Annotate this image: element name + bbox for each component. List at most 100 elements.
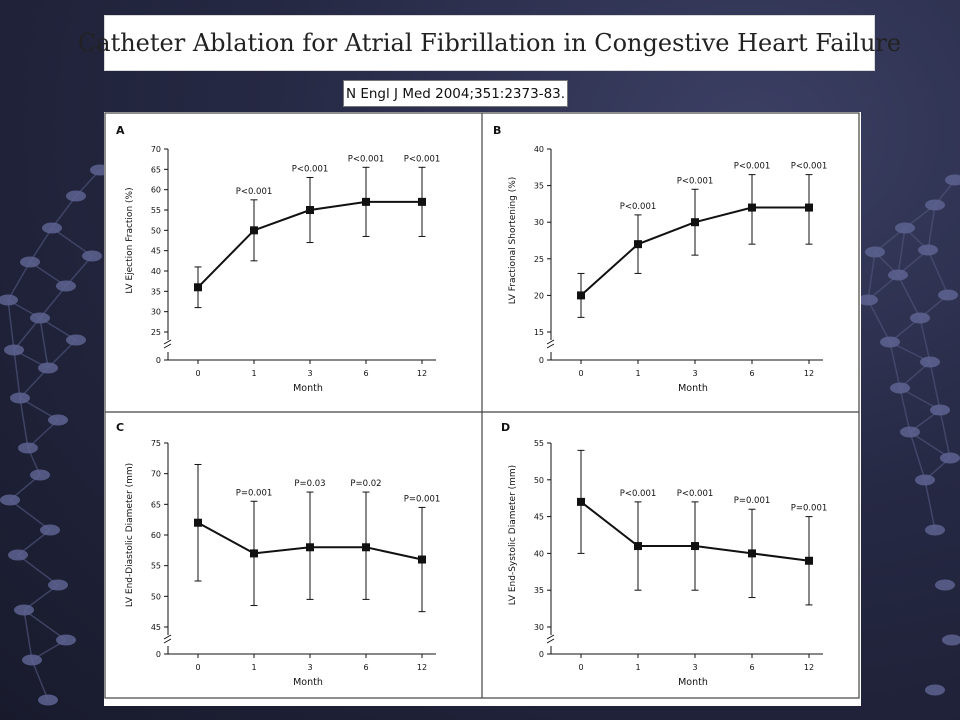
axis-break-mark (163, 339, 172, 345)
axis-break-mark (163, 343, 172, 349)
data-point (194, 283, 202, 292)
y-tick-label-zero: 0 (539, 650, 544, 659)
p-value-label: P<0.001 (734, 162, 771, 172)
data-point (250, 226, 258, 235)
network-link (19, 367, 49, 399)
data-point (362, 197, 370, 206)
network-node (930, 404, 950, 416)
data-point (634, 542, 642, 551)
data-point (194, 518, 202, 527)
network-link (927, 249, 949, 296)
p-value-label: P=0.001 (791, 504, 828, 514)
y-tick-label: 45 (151, 247, 161, 256)
network-link (909, 431, 926, 481)
p-value-label: P<0.001 (236, 187, 273, 197)
network-node (38, 694, 58, 706)
y-tick-label: 20 (534, 291, 544, 300)
network-link (23, 609, 67, 641)
axis-break-mark (546, 638, 555, 644)
x-tick-label: 1 (251, 663, 256, 672)
network-node (0, 294, 18, 306)
network-link (897, 274, 921, 319)
network-link (939, 409, 951, 459)
data-point (748, 549, 756, 558)
y-tick-label: 30 (534, 218, 544, 227)
y-tick-label: 65 (151, 165, 161, 174)
network-node (18, 442, 38, 454)
network-link (29, 227, 53, 263)
p-value-label: P<0.001 (292, 164, 329, 174)
x-tick-label: 0 (195, 369, 200, 378)
data-point (306, 206, 314, 214)
data-point (362, 543, 370, 552)
network-link (31, 659, 49, 701)
network-link (897, 227, 906, 276)
y-tick-label: 75 (151, 439, 161, 448)
network-node (66, 190, 86, 202)
network-node (20, 256, 40, 268)
data-point (805, 203, 813, 212)
y-tick-label: 60 (151, 186, 161, 195)
y-tick-label: 40 (534, 549, 544, 558)
network-link (9, 499, 51, 531)
x-tick-label: 0 (195, 663, 200, 672)
y-tick-label: 45 (534, 513, 544, 522)
network-node (56, 280, 76, 292)
network-node (38, 362, 58, 374)
network-link (7, 261, 31, 301)
y-tick-label: 25 (534, 255, 544, 264)
y-axis-label: LV End-Systolic Diameter (mm) (508, 465, 518, 605)
y-tick-label: 65 (151, 500, 161, 509)
network-link (51, 195, 77, 229)
slide-title: Catheter Ablation for Atrial Fibrillatio… (77, 29, 902, 57)
panel-letter: C (116, 421, 124, 434)
network-node (8, 549, 28, 561)
network-node (938, 289, 958, 301)
network-link (867, 251, 876, 301)
network-node (865, 246, 885, 258)
x-tick-label: 12 (804, 663, 814, 672)
y-tick-label: 35 (534, 586, 544, 595)
axis-break-mark (546, 339, 555, 345)
network-node (915, 474, 935, 486)
y-tick-label: 55 (534, 439, 544, 448)
x-tick-label: 1 (251, 369, 256, 378)
y-axis-label: LV Ejection Fraction (%) (125, 187, 135, 293)
network-link (919, 317, 931, 363)
y-tick-label-zero: 0 (539, 356, 544, 365)
p-value-label: P=0.03 (294, 479, 325, 489)
network-node (888, 269, 908, 281)
network-link (13, 317, 41, 351)
y-tick-label: 70 (151, 145, 161, 154)
data-point (805, 556, 813, 565)
y-tick-label: 50 (534, 476, 544, 485)
data-point (748, 203, 756, 212)
x-tick-label: 3 (307, 663, 312, 672)
network-node (858, 294, 878, 306)
axis-break-mark (546, 343, 555, 349)
network-link (51, 227, 93, 257)
network-node (48, 579, 68, 591)
y-tick-label-zero: 0 (156, 356, 161, 365)
p-value-label: P<0.001 (791, 162, 828, 172)
axis-break-mark (163, 638, 172, 644)
x-tick-label: 0 (578, 369, 583, 378)
panel-c: C 45 50 55 60 65 70 75 0 0 1 3 6 12 Month LV End-Diasto… (116, 421, 440, 688)
y-tick-label: 60 (151, 531, 161, 540)
network-node (30, 469, 50, 481)
network-node (30, 312, 50, 324)
x-tick-label: 12 (417, 663, 427, 672)
network-link (7, 299, 15, 351)
panel-b: B 15 20 25 30 35 40 0 0 1 3 6 12 Month LV Fractional S… (493, 124, 827, 394)
network-link (929, 361, 941, 411)
y-tick-label: 35 (534, 182, 544, 191)
network-node (925, 524, 945, 536)
network-link (65, 255, 93, 287)
y-tick-label-zero: 0 (156, 650, 161, 659)
y-tick-label: 50 (151, 226, 161, 235)
p-value-label: P<0.001 (620, 202, 657, 212)
network-node (940, 452, 960, 464)
panel-letter: A (116, 124, 125, 137)
data-point (634, 240, 642, 249)
